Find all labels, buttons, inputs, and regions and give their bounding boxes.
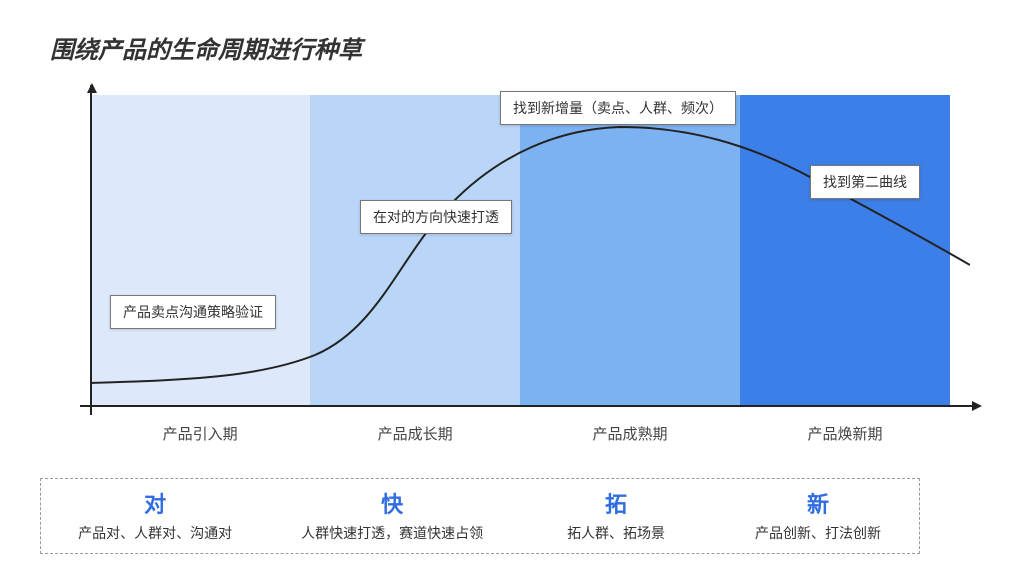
summary-desc-2: 拓人群、拓场景 (515, 523, 717, 543)
summary-key-3: 新 (717, 487, 919, 519)
lifecycle-chart: 产品卖点沟通策略验证 在对的方向快速打透 找到新增量（卖点、人群、频次） 找到第二曲线… (60, 85, 980, 425)
curve-svg (90, 95, 970, 405)
summary-desc-0: 产品对、人群对、沟通对 (41, 523, 269, 543)
callout-2: 找到新增量（卖点、人群、频次） (500, 91, 736, 125)
summary-desc-3: 产品创新、打法创新 (717, 523, 919, 543)
phase-labels: 产品引入期产品成长期产品成熟期产品焕新期 (90, 415, 950, 444)
phase-label-1: 产品成长期 (310, 415, 520, 444)
phase-label-3: 产品焕新期 (740, 415, 950, 444)
summary-key-0: 对 (41, 487, 269, 519)
page: 围绕产品的生命周期进行种草 产品卖点沟通策略验证 在对的方向快速打透 找到新增量（卖… (0, 0, 1024, 576)
summary-col-3: 新产品创新、打法创新 (717, 487, 919, 543)
summary-col-0: 对产品对、人群对、沟通对 (41, 487, 269, 543)
x-axis (80, 405, 980, 407)
callout-3: 找到第二曲线 (810, 165, 920, 199)
summary-desc-1: 人群快速打透，赛道快速占领 (269, 523, 515, 543)
callout-0: 产品卖点沟通策略验证 (110, 295, 276, 329)
phase-label-2: 产品成熟期 (520, 415, 740, 444)
summary-box: 对产品对、人群对、沟通对快人群快速打透，赛道快速占领拓拓人群、拓场景新产品创新、… (40, 478, 920, 554)
summary-col-1: 快人群快速打透，赛道快速占领 (269, 487, 515, 543)
callout-1: 在对的方向快速打透 (360, 200, 512, 234)
page-title: 围绕产品的生命周期进行种草 (50, 30, 984, 65)
summary-key-2: 拓 (515, 487, 717, 519)
summary-col-2: 拓拓人群、拓场景 (515, 487, 717, 543)
phase-label-0: 产品引入期 (90, 415, 310, 444)
summary-key-1: 快 (269, 487, 515, 519)
